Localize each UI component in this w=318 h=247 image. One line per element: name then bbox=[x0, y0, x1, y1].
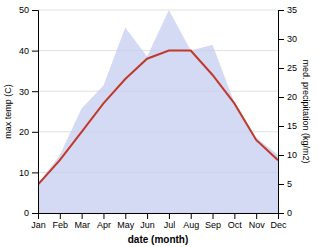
tick-mark bbox=[278, 97, 284, 98]
tick-label: Mar bbox=[74, 220, 90, 230]
tick: 5 bbox=[278, 179, 292, 189]
line bbox=[38, 51, 278, 185]
chart: JanFebMarAprMayJunJulAugSepOctNovDec0102… bbox=[0, 0, 318, 247]
tick: Jul bbox=[164, 213, 176, 230]
tick: Aug bbox=[183, 213, 199, 230]
tick: 35 bbox=[278, 5, 297, 15]
tick-label: 0 bbox=[24, 208, 29, 218]
tick-mark bbox=[82, 213, 83, 219]
tick-mark bbox=[278, 126, 284, 127]
tick-mark bbox=[278, 10, 284, 11]
grid-line bbox=[38, 10, 278, 11]
tick-label: 20 bbox=[287, 92, 297, 102]
y2-axis: 0 5 10 15 20 25 30 35 bbox=[278, 5, 297, 218]
y-axis: 0 10 20 30 40 50 bbox=[19, 5, 39, 218]
tick: 15 bbox=[278, 121, 297, 131]
tick-label: Aug bbox=[183, 220, 199, 230]
tick-label: Jun bbox=[140, 220, 155, 230]
tick: Jun bbox=[140, 213, 155, 230]
tick-mark bbox=[32, 132, 38, 133]
tick-mark bbox=[278, 213, 284, 214]
tick: Oct bbox=[228, 213, 243, 230]
tick: Nov bbox=[249, 213, 266, 230]
tick-label: Nov bbox=[249, 220, 266, 230]
tick-label: 30 bbox=[287, 34, 297, 44]
area bbox=[38, 10, 278, 213]
tick-mark bbox=[234, 213, 235, 219]
tick: 10 bbox=[278, 150, 297, 160]
tick-mark bbox=[278, 155, 284, 156]
tick-label: Oct bbox=[228, 220, 243, 230]
tick-label: Dec bbox=[270, 220, 287, 230]
tick: 30 bbox=[278, 34, 297, 44]
tick: 20 bbox=[19, 127, 38, 137]
marks bbox=[38, 10, 278, 213]
y-axis-title: max temp (C) bbox=[3, 84, 13, 139]
tick-mark bbox=[191, 213, 192, 219]
x-axis: Jan Feb Mar Apr May Jun Jul Aug Sep Oct Nov Dec bbox=[31, 213, 287, 230]
tick: 25 bbox=[278, 63, 297, 73]
y2-axis-title: med. precipitation (kg/m2) bbox=[301, 59, 311, 163]
x-axis-title: date (month) bbox=[128, 234, 189, 245]
tick-mark bbox=[32, 172, 38, 173]
axis-domain bbox=[32, 11, 39, 214]
tick-label: 10 bbox=[19, 168, 29, 178]
tick-mark bbox=[147, 213, 148, 219]
tick-label: 35 bbox=[287, 5, 297, 15]
tick: 0 bbox=[24, 208, 38, 218]
tick: Dec bbox=[270, 213, 287, 230]
tick-mark bbox=[169, 213, 170, 219]
tick-label: Apr bbox=[97, 220, 111, 230]
tick-label: 15 bbox=[287, 121, 297, 131]
tick-label: 0 bbox=[287, 208, 292, 218]
tick: 10 bbox=[19, 168, 38, 178]
tick: May bbox=[117, 213, 135, 230]
tick: Feb bbox=[53, 213, 69, 230]
tick-mark bbox=[278, 68, 284, 69]
tick-label: Jan bbox=[31, 220, 46, 230]
tick-label: May bbox=[117, 220, 135, 230]
tick-label: 20 bbox=[19, 127, 29, 137]
tick-label: 40 bbox=[19, 46, 29, 56]
tick: Sep bbox=[205, 213, 221, 230]
tick-mark bbox=[125, 213, 126, 219]
tick-label: Jul bbox=[164, 220, 176, 230]
tick-label: 30 bbox=[19, 87, 29, 97]
tick-mark bbox=[32, 51, 38, 52]
tick-mark bbox=[213, 213, 214, 219]
tick-label: 10 bbox=[287, 150, 297, 160]
tick-mark bbox=[32, 10, 38, 11]
tick: 30 bbox=[19, 87, 38, 97]
tick: Mar bbox=[74, 213, 90, 230]
tick-label: Sep bbox=[205, 220, 221, 230]
tick-label: Feb bbox=[53, 220, 69, 230]
tick: 50 bbox=[19, 5, 38, 15]
tick: Jan bbox=[31, 213, 46, 230]
tick-mark bbox=[32, 213, 38, 214]
axis-domain bbox=[39, 214, 279, 220]
plot-area: JanFebMarAprMayJunJulAugSepOctNovDec0102… bbox=[3, 5, 311, 245]
axis-domain bbox=[279, 11, 285, 214]
tick: Apr bbox=[97, 213, 111, 230]
tick-label: 5 bbox=[287, 179, 292, 189]
tick: 40 bbox=[19, 46, 38, 56]
tick-mark bbox=[278, 39, 284, 40]
tick: 20 bbox=[278, 92, 297, 102]
tick-mark bbox=[256, 213, 257, 219]
tick-label: 25 bbox=[287, 63, 297, 73]
tick: 0 bbox=[278, 208, 292, 218]
tick-mark bbox=[32, 91, 38, 92]
tick-mark bbox=[60, 213, 61, 219]
tick-label: 50 bbox=[19, 5, 29, 15]
tick-mark bbox=[103, 213, 104, 219]
grid bbox=[38, 10, 278, 213]
tick-mark bbox=[278, 184, 284, 185]
